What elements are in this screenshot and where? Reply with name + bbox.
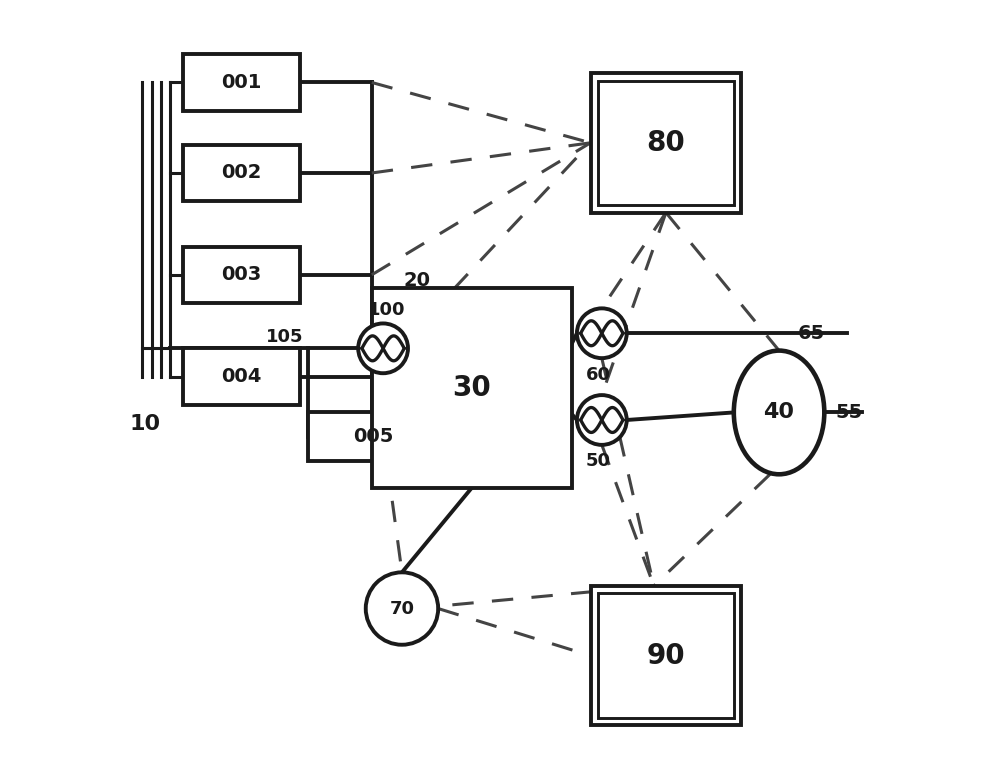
Bar xyxy=(598,80,734,205)
Text: 005: 005 xyxy=(353,428,394,447)
Text: 55: 55 xyxy=(836,403,863,422)
Circle shape xyxy=(366,572,438,645)
Text: 50: 50 xyxy=(586,453,611,470)
Text: 001: 001 xyxy=(221,73,262,92)
Text: 105: 105 xyxy=(266,328,304,346)
Text: 80: 80 xyxy=(647,129,685,157)
Text: 30: 30 xyxy=(452,374,491,402)
Bar xyxy=(183,145,300,201)
Text: 60: 60 xyxy=(586,366,611,384)
Text: 65: 65 xyxy=(798,324,825,343)
Circle shape xyxy=(577,308,627,358)
Bar xyxy=(591,73,741,213)
Text: 20: 20 xyxy=(404,271,431,290)
Text: 002: 002 xyxy=(221,164,262,182)
Bar xyxy=(372,288,572,488)
Text: 003: 003 xyxy=(222,265,262,285)
Bar xyxy=(183,348,300,405)
Text: 004: 004 xyxy=(221,367,262,386)
Text: 100: 100 xyxy=(368,301,406,319)
Text: 90: 90 xyxy=(647,642,685,670)
Text: 10: 10 xyxy=(130,414,161,434)
Text: 70: 70 xyxy=(389,600,414,618)
Bar xyxy=(183,247,300,303)
Bar xyxy=(308,413,440,462)
Bar xyxy=(598,593,734,718)
Ellipse shape xyxy=(734,350,824,475)
Circle shape xyxy=(577,395,627,445)
Text: 40: 40 xyxy=(764,403,795,422)
Circle shape xyxy=(358,323,408,373)
Bar xyxy=(591,586,741,725)
Bar xyxy=(183,55,300,111)
